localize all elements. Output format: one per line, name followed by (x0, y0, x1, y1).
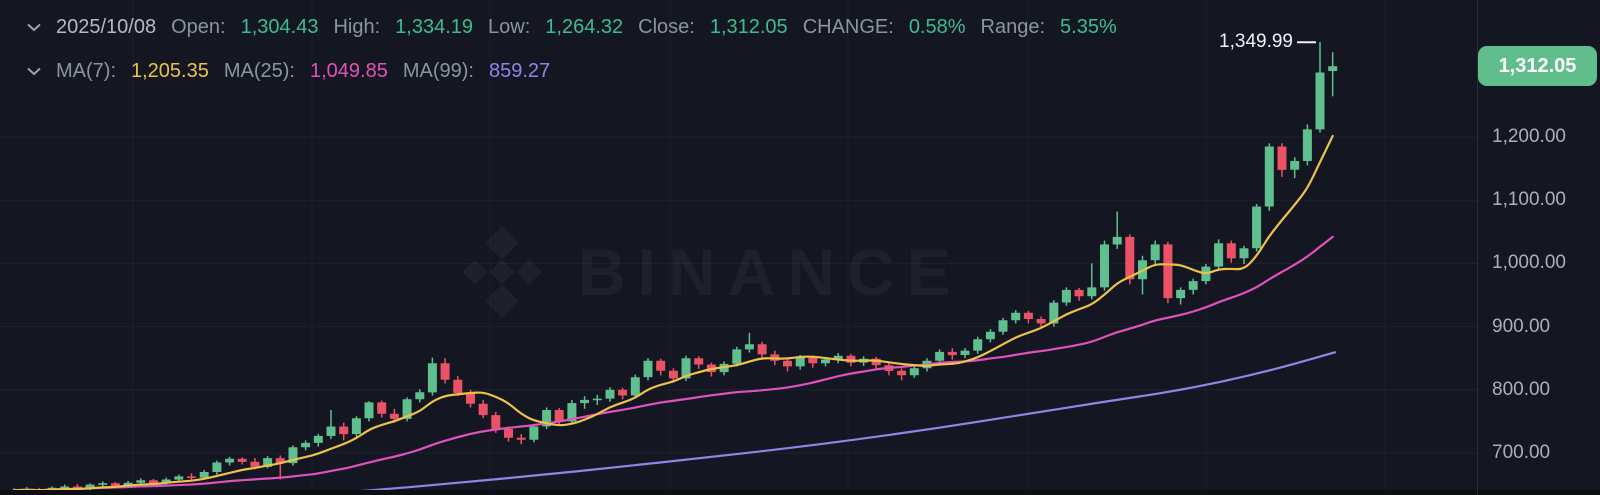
chevron-down-icon[interactable] (26, 67, 42, 76)
y-axis-tick-label: 1,100.00 (1492, 189, 1566, 211)
legend-value: 5.35% (1060, 16, 1117, 38)
ma-label: MA(99): (402, 60, 474, 82)
ohlc-values: Open: 1,304.43 High: 1,334.19 Low: 1,264.32 Cl… (171, 16, 1117, 39)
legend-value: 0.58% (908, 16, 966, 38)
high-price-annotation: 1,349.99 (1219, 31, 1293, 52)
ma-value: 1,049.85 (309, 60, 388, 82)
y-axis-tick-label: 1,200.00 (1492, 126, 1566, 147)
ma-values: MA(7): 1,205.35 MA(25): 1,049.85 MA(99): 859.… (56, 60, 550, 83)
legend-value: 1,304.43 (240, 16, 319, 38)
y-axis-tick-label: 1,000.00 (1492, 252, 1566, 274)
legend-label: CHANGE: (802, 16, 894, 38)
legend-value: 1,334.19 (395, 16, 474, 38)
ma-lines-layer (12, 134, 1337, 495)
legend-label: Open: (171, 16, 226, 38)
ohlc-legend: 2025/10/08 Open: 1,304.43 High: 1,334.19 Low… (26, 16, 1117, 39)
legend-label: Close: (638, 16, 695, 38)
legend-label: Range: (980, 16, 1046, 38)
candles-layer (9, 42, 1338, 495)
ma25-line (12, 235, 1334, 492)
ma7-line (12, 134, 1334, 492)
ma-label: MA(25): (223, 60, 295, 82)
ma-label: MA(7): (56, 60, 116, 82)
y-axis-tick-label: 900.00 (1492, 315, 1551, 337)
legend-date: 2025/10/08 (56, 16, 157, 38)
ma-legend: MA(7): 1,205.35 MA(25): 1,049.85 MA(99): 859.… (26, 60, 550, 83)
last-price-badge: 1,312.05 (1478, 46, 1597, 87)
legend-label: Low: (488, 16, 531, 38)
ma-value: 859.27 (488, 60, 551, 82)
y-axis-tick-label: 800.00 (1492, 378, 1551, 400)
ma99-line (296, 351, 1337, 495)
bottom-edge-band (0, 490, 1600, 495)
legend-label: High: (333, 16, 381, 38)
y-axis-tick-label: 700.00 (1492, 442, 1551, 463)
legend-value: 1,312.05 (709, 16, 788, 38)
chevron-down-icon[interactable] (26, 23, 42, 32)
legend-value: 1,264.32 (545, 16, 624, 38)
ma-value: 1,205.35 (131, 60, 209, 82)
price-axis[interactable]: 1,200.00 1,100.00 1,000.00 900.00 800.00 700.… (1477, 0, 1600, 495)
